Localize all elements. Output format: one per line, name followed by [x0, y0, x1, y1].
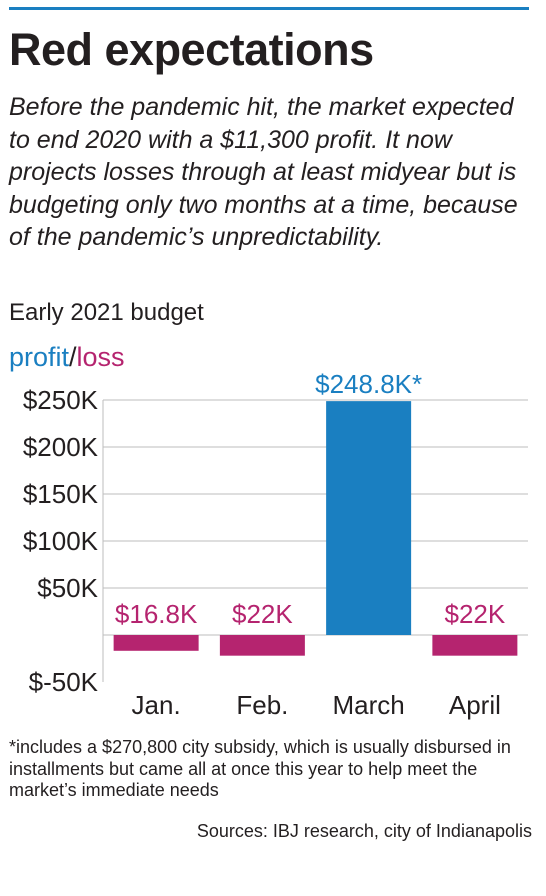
data-label: $22K — [232, 599, 293, 629]
legend-loss: loss — [76, 342, 125, 372]
y-tick-label: $250K — [23, 385, 99, 415]
category-label: Jan. — [132, 690, 181, 720]
footnote: *includes a $270,800 city subsidy, which… — [9, 737, 511, 800]
sources: Sources: IBJ research, city of Indianapo… — [196, 821, 532, 841]
y-tick-label: $50K — [37, 573, 98, 603]
legend-profit: profit — [9, 342, 70, 372]
category-label: April — [449, 690, 501, 720]
y-tick-label: $200K — [23, 432, 99, 462]
headline: Red expectations — [9, 24, 374, 75]
data-label: $22K — [445, 599, 506, 629]
bar-chart: $-50K $50K $100K $150K $200K $250K $16.8K Jan. $… — [23, 369, 528, 720]
subtitle: Before the pandemic hit, the market expe… — [9, 93, 518, 251]
y-tick-label: $150K — [23, 479, 99, 509]
bar — [432, 635, 518, 656]
legend: profit/loss — [9, 339, 125, 375]
data-label: $16.8K — [115, 599, 198, 629]
data-label: $248.8K* — [315, 369, 422, 399]
y-tick-label: $100K — [23, 526, 99, 556]
y-tick-label: $-50K — [29, 667, 99, 697]
category-label: March — [333, 690, 405, 720]
bar — [219, 635, 305, 656]
bar — [113, 635, 199, 651]
chart-title: Early 2021 budget — [9, 299, 204, 326]
legend-separator: / — [69, 342, 77, 372]
category-label: Feb. — [236, 690, 288, 720]
bar — [326, 401, 412, 635]
top-rule — [9, 7, 529, 10]
